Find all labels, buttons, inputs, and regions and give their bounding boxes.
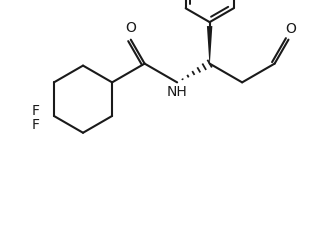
Text: O: O	[125, 21, 136, 35]
Polygon shape	[207, 27, 212, 64]
Text: O: O	[285, 22, 296, 36]
Text: F: F	[32, 104, 40, 118]
Text: NH: NH	[167, 85, 188, 99]
Text: F: F	[32, 117, 40, 131]
